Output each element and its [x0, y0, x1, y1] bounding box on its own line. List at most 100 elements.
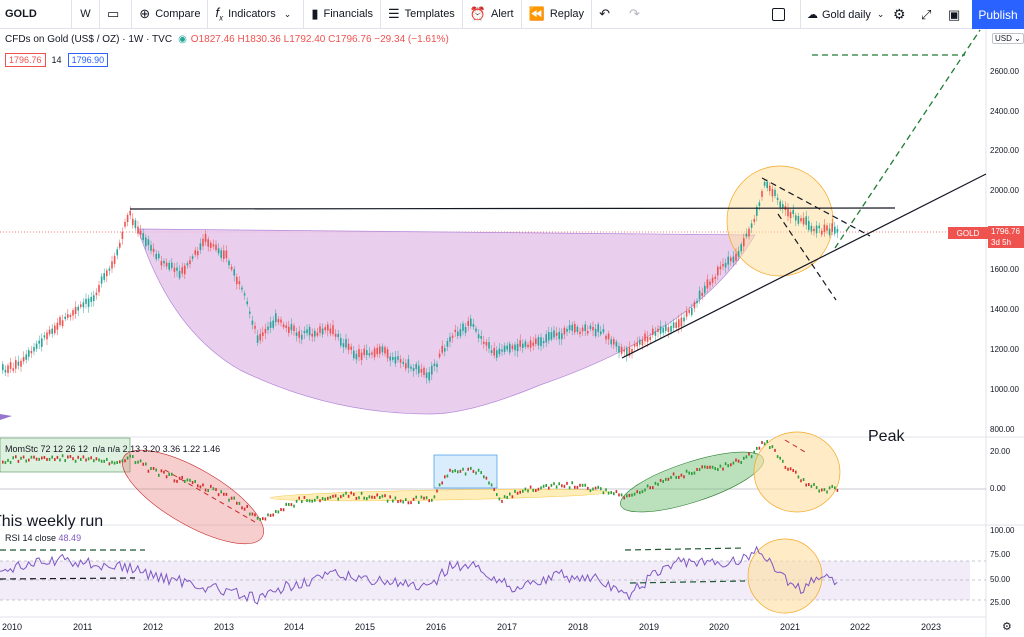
- layout-name-button[interactable]: ☁ Gold daily ⌄: [800, 0, 884, 29]
- candle-body: [113, 256, 116, 264]
- candle-body: [698, 290, 701, 300]
- momentum-bar: [568, 486, 571, 490]
- candle-body: [462, 323, 464, 331]
- compare-label: Compare: [155, 8, 201, 20]
- fullscreen-button[interactable]: ⤢: [921, 0, 931, 29]
- buy-price-button[interactable]: 1796.90: [67, 53, 109, 67]
- momentum-bar: [743, 456, 745, 460]
- momentum-bar: [459, 469, 462, 473]
- templates-button[interactable]: ☰ Templates: [381, 0, 463, 29]
- candle-body: [555, 332, 558, 336]
- indicators-button[interactable]: fx Indicators ⌄: [208, 0, 305, 29]
- candle-body: [519, 340, 521, 347]
- rsi-green-dashed-lower[interactable]: [629, 580, 746, 584]
- momentum-pane-label[interactable]: MomStc 72 12 26 12 n/a n/a 2.13 3.20 3.3…: [5, 444, 220, 454]
- momentum-bar: [675, 475, 677, 479]
- momentum-bar: [306, 499, 308, 503]
- candle-body: [527, 344, 529, 348]
- candle-body: [324, 327, 326, 331]
- momentum-bar: [303, 495, 306, 499]
- fullscreen-layout-toggle[interactable]: [772, 0, 785, 29]
- financials-button[interactable]: ▮ Financials: [304, 0, 382, 29]
- settings-button[interactable]: ⚙: [893, 0, 906, 29]
- candle-body: [262, 332, 264, 337]
- momentum-bar: [77, 455, 79, 459]
- momentum-bar: [280, 508, 282, 512]
- momentum-bar: [74, 459, 77, 463]
- momentum-bar: [259, 518, 261, 522]
- support-trendline[interactable]: [621, 173, 987, 359]
- rsi-black-dashed[interactable]: [0, 577, 136, 580]
- momentum-yellow-ellipse[interactable]: [269, 487, 611, 503]
- momentum-green-box[interactable]: [0, 437, 131, 473]
- momentum-bar: [641, 490, 644, 494]
- currency-selector[interactable]: USD ⌄: [992, 33, 1024, 44]
- axis-settings-button[interactable]: ⚙: [1002, 620, 1012, 633]
- momentum-red-ellipse[interactable]: [110, 433, 277, 561]
- momentum-bar: [834, 486, 836, 490]
- wedge-upper-line[interactable]: [761, 177, 871, 237]
- cup-pattern-shape[interactable]: [137, 228, 756, 415]
- momentum-bar: [667, 477, 670, 481]
- momentum-bar: [184, 479, 186, 483]
- alert-button[interactable]: ⏰ Alert: [463, 0, 522, 29]
- publish-button[interactable]: Publish: [972, 0, 1024, 29]
- momentum-bar: [173, 479, 176, 483]
- momentum-blue-box[interactable]: [433, 454, 498, 489]
- redo-button[interactable]: ↷: [622, 0, 652, 29]
- momentum-bar: [646, 484, 649, 488]
- candle-body: [488, 342, 490, 349]
- momentum-bar: [98, 458, 100, 462]
- candle-body: [337, 333, 339, 338]
- candle-body: [389, 356, 391, 361]
- candle-body: [654, 331, 657, 336]
- resistance-line[interactable]: [129, 207, 896, 210]
- candle-body: [540, 337, 542, 347]
- rsi-pane-label[interactable]: RSI 14 close 48.49: [5, 533, 81, 543]
- candle-body: [197, 251, 199, 256]
- snapshot-button[interactable]: ▣: [948, 0, 960, 29]
- momentum-red-dashed-2[interactable]: [784, 439, 806, 453]
- peak-annotation[interactable]: Peak: [868, 428, 905, 445]
- momentum-bar: [269, 513, 272, 517]
- interval-button[interactable]: W: [72, 0, 100, 29]
- undo-button[interactable]: ↶: [592, 0, 622, 29]
- symbol-search-button[interactable]: GOLD: [0, 0, 72, 29]
- projection-arrow[interactable]: [834, 29, 981, 249]
- highlight-ellipse[interactable]: [726, 165, 834, 277]
- candle-body: [220, 250, 222, 258]
- candle-body: [155, 253, 157, 260]
- momentum-bar: [626, 494, 628, 498]
- candle-body: [524, 341, 527, 347]
- sell-price-button[interactable]: 1796.76: [5, 53, 46, 67]
- replay-button[interactable]: ⏪ Replay: [522, 0, 593, 29]
- momentum-bar: [155, 468, 157, 472]
- weekly-run-annotation[interactable]: This weekly run: [0, 513, 104, 530]
- momentum-bar: [527, 489, 529, 493]
- candle-body: [410, 366, 412, 369]
- candle-body: [61, 320, 64, 327]
- momentum-bar: [61, 454, 64, 458]
- momentum-bar: [43, 455, 46, 459]
- momentum-green-ellipse[interactable]: [614, 440, 769, 524]
- momentum-bar: [509, 492, 511, 496]
- momentum-bar: [210, 484, 212, 488]
- compare-button[interactable]: ⊕ Compare: [132, 0, 209, 29]
- candle-body: [168, 262, 170, 270]
- momentum-orange-ellipse[interactable]: [753, 431, 841, 513]
- candle-body: [67, 314, 69, 318]
- candle-body: [470, 318, 472, 327]
- candle-body: [477, 334, 480, 339]
- wedge-lower-line[interactable]: [777, 213, 837, 301]
- momentum-bar: [230, 496, 233, 500]
- rsi-green-dashed-right[interactable]: [624, 547, 746, 551]
- chart-type-button[interactable]: ▭: [100, 0, 133, 29]
- momentum-bar: [483, 475, 485, 479]
- momentum-bar: [472, 469, 475, 473]
- candle-body: [194, 250, 196, 255]
- momentum-bar: [719, 464, 722, 468]
- candle-body: [815, 225, 818, 234]
- momentum-bar: [558, 482, 560, 486]
